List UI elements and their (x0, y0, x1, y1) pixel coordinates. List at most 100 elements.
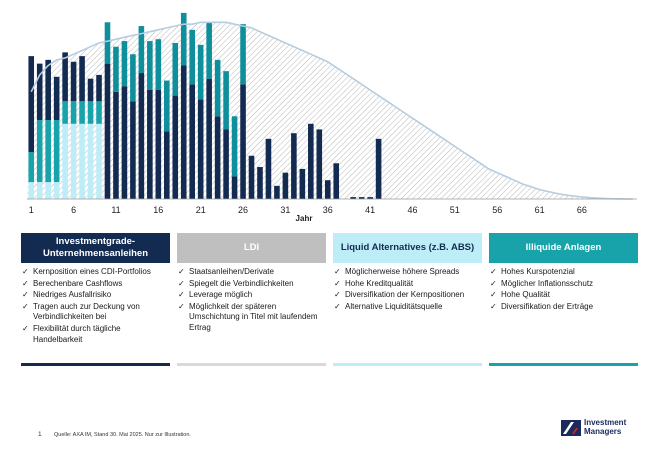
bar-year-2-series-0 (36, 182, 43, 199)
category-list: Kernposition eines CDI-PortfoliosBereche… (21, 267, 170, 345)
category-list-item: Hohes Kurspotenzial (489, 267, 638, 278)
x-tick-label: 56 (492, 205, 502, 215)
bar-year-26-series-2 (240, 84, 246, 199)
bar-year-6-series-0 (70, 123, 77, 199)
bar-year-4-series-1 (53, 120, 60, 183)
bar-year-14-series-3 (138, 26, 145, 74)
category-header: Investmentgrade- Unternehmensanleihen (21, 233, 170, 263)
category-list-item: Möglicher Inflationsschutz (489, 279, 638, 290)
category-column-1: Investmentgrade- Unternehmensanleihen Ker… (21, 233, 170, 366)
bar-year-7-series-0 (79, 123, 85, 199)
bar-year-25-series-2 (231, 176, 238, 199)
page-number: 1 (38, 431, 42, 438)
category-header: LDI (177, 233, 326, 263)
bar-year-20-series-2 (189, 84, 195, 199)
envelope-line (30, 21, 633, 200)
bar-year-2-series-2 (36, 63, 43, 121)
bar-year-34-series-2 (308, 123, 314, 199)
category-list-item: Staatsanleihen/Derivate (177, 267, 326, 278)
bar-year-10-series-3 (104, 22, 111, 64)
bar-year-5-series-1 (62, 101, 68, 124)
category-list: Möglicherweise höhere SpreadsHohe Kredit… (333, 267, 482, 312)
x-tick-label: 51 (450, 205, 460, 215)
category-header: Liquid Alternatives (z.B. ABS) (333, 233, 482, 263)
bar-year-25-series-3 (231, 116, 238, 177)
bar-year-31-series-2 (282, 172, 289, 199)
bar-year-8-series-0 (87, 123, 94, 199)
category-list-item: Diversifikation der Erträge (489, 302, 638, 313)
bar-year-28-series-2 (257, 167, 263, 199)
bar-year-3-series-0 (45, 182, 51, 199)
source-note: Quelle: AXA IM, Stand 30. Mai 2025. Nur … (54, 432, 191, 438)
bar-year-8-series-2 (87, 78, 94, 102)
bar-year-8-series-1 (87, 101, 94, 124)
bar-year-9-series-2 (96, 74, 102, 102)
bar-year-18-series-3 (172, 42, 179, 96)
bar-year-9-series-0 (96, 123, 102, 199)
x-tick-label: 21 (196, 205, 206, 215)
bar-year-3-series-1 (45, 120, 51, 183)
bar-year-6-series-1 (70, 101, 77, 124)
category-list-item: Tragen auch zur Deckung von Verbindlichk… (21, 302, 170, 323)
bar-year-32-series-2 (291, 133, 297, 199)
bar-year-20-series-3 (189, 29, 195, 85)
bar-year-36-series-2 (324, 180, 331, 199)
category-column-2: LDI Staatsanleihen/DerivateSpiegelt die V… (177, 233, 326, 366)
x-axis-label: Jahr (296, 214, 313, 223)
bar-year-37-series-2 (333, 163, 340, 199)
bar-year-1-series-1 (28, 152, 35, 183)
bar-year-16-series-3 (155, 39, 162, 90)
x-tick-label: 36 (323, 205, 333, 215)
x-tick-label: 26 (238, 205, 248, 215)
category-column-3: Liquid Alternatives (z.B. ABS) Möglicherw… (333, 233, 482, 366)
category-list-item: Hohe Qualität (489, 290, 638, 301)
bar-year-39-series-2 (350, 197, 356, 199)
bar-year-22-series-2 (206, 78, 212, 199)
category-list-item: Flexibilität durch tägliche Handelbarkei… (21, 324, 170, 345)
bar-year-4-series-2 (53, 76, 60, 121)
bar-year-18-series-2 (172, 95, 179, 199)
logo-text: Investment Managers (584, 418, 627, 436)
category-list-item: Hohe Kreditqualität (333, 279, 482, 290)
bar-year-23-series-3 (214, 59, 221, 117)
bar-year-42-series-2 (375, 138, 382, 199)
category-header: Illiquide Anlagen (489, 233, 638, 263)
x-ticks-group: 1 6 11 16 21 26 31 36 41 46 51 56 61 66 (29, 205, 587, 215)
category-footer-bar (333, 363, 482, 366)
category-column-4: Illiquide Anlagen Hohes KurspotenzialMögl… (489, 233, 638, 366)
x-tick-label: 11 (111, 205, 120, 215)
bar-year-15-series-2 (147, 89, 153, 199)
bar-year-23-series-2 (214, 116, 221, 199)
bar-year-7-series-1 (79, 101, 85, 124)
category-list: Hohes KurspotenzialMöglicher Inflationss… (489, 267, 638, 312)
x-tick-label: 66 (577, 205, 587, 215)
bar-year-3-series-2 (45, 59, 51, 121)
bar-year-17-series-2 (164, 131, 170, 199)
x-tick-label: 46 (407, 205, 417, 215)
bar-year-5-series-2 (62, 52, 68, 102)
category-footer-bar (489, 363, 638, 366)
category-footer-bar (177, 363, 326, 366)
bar-year-19-series-2 (180, 65, 187, 200)
bar-year-11-series-3 (113, 46, 119, 92)
bar-year-21-series-3 (197, 44, 204, 100)
bar-year-10-series-2 (104, 63, 111, 199)
bar-year-9-series-1 (96, 101, 102, 124)
bars-group (28, 12, 382, 200)
bar-year-17-series-3 (164, 80, 170, 132)
bar-year-24-series-2 (223, 129, 229, 199)
bar-year-35-series-2 (316, 129, 323, 199)
bar-year-2-series-1 (36, 120, 43, 183)
chart: 1 6 11 16 21 26 31 36 41 46 51 56 61 66 Jahr (27, 12, 637, 223)
bar-year-16-series-2 (155, 89, 162, 199)
bar-year-11-series-2 (113, 91, 119, 199)
bar-year-14-series-2 (138, 73, 145, 199)
bar-year-12-series-3 (121, 41, 128, 87)
bar-year-30-series-2 (274, 185, 280, 199)
category-list-item: Kernposition eines CDI-Portfolios (21, 267, 170, 278)
category-footer-bar (21, 363, 170, 366)
bar-year-22-series-3 (206, 22, 212, 79)
category-list-item: Diversifikation der Kernpositionen (333, 290, 482, 301)
bar-year-12-series-2 (121, 86, 128, 199)
bar-year-4-series-0 (53, 182, 60, 199)
